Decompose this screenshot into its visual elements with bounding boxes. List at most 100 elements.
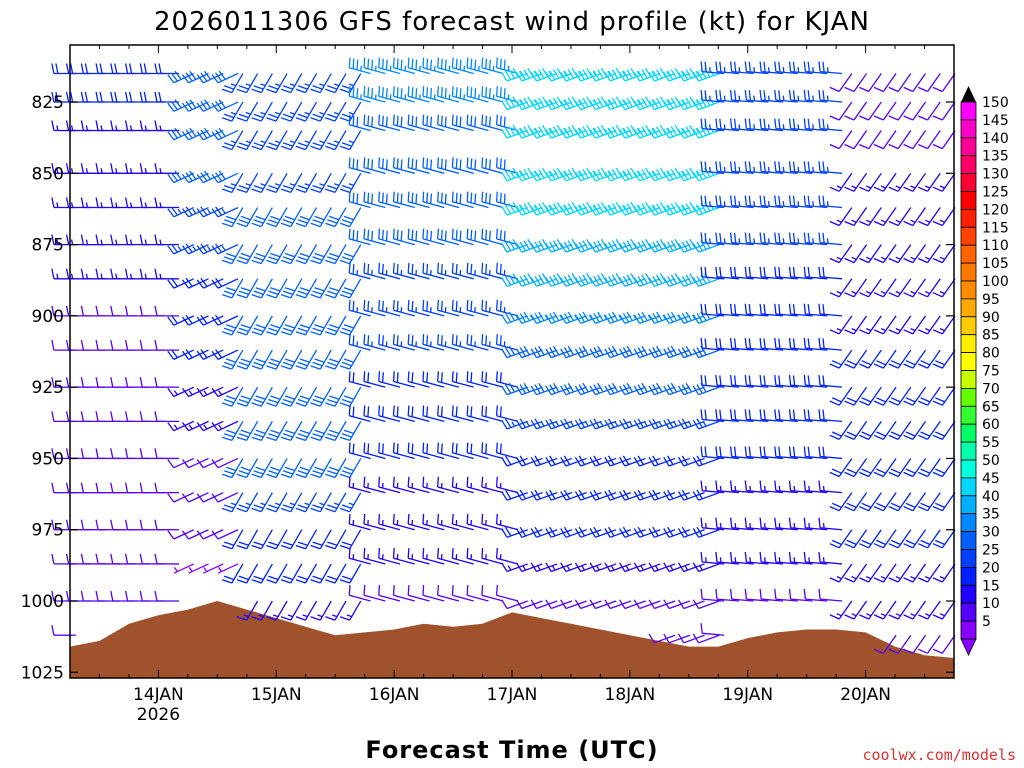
wind-barb [515,382,543,396]
wind-barb [124,377,150,388]
wind-barb [560,67,587,82]
wind-barb [154,91,180,103]
wind-barb [589,96,617,111]
wind-barb [677,418,705,430]
wind-barb [363,57,386,75]
wind-barb [715,303,739,317]
wind-barb [392,86,415,103]
wind-barb [481,228,504,246]
wind-barb [859,244,882,264]
wind-barb [451,513,474,531]
wind-barb [715,266,739,280]
wind-barb [280,207,303,228]
wind-barb [574,526,602,538]
wind-barb [495,585,519,602]
wind-barb [803,446,828,460]
wind-barb [729,480,754,494]
wind-barb [325,101,347,122]
wind-barb [515,489,543,501]
wind-barb [700,161,725,174]
wind-barb [124,590,150,602]
wind-barb [604,345,632,359]
wind-barb [437,371,460,388]
wind-barb [348,405,371,423]
wind-barb [167,457,195,469]
wind-barb [604,599,632,610]
wind-barb [859,563,882,583]
wind-barb [545,489,573,501]
wind-barb [744,89,769,103]
wind-barb [422,157,445,174]
wind-barb [280,349,303,370]
wind-barb [744,517,769,531]
wind-barb [729,303,754,317]
wind-barb [633,311,661,325]
wind-barb [295,563,318,584]
wind-barb [325,172,347,194]
wind-barb [589,238,617,253]
wind-barb [211,492,239,503]
colorbar-label: 75 [982,364,1000,380]
wind-barb [619,167,646,182]
wind-barb [803,118,828,132]
wind-barb [466,548,489,565]
x-tick-label: 15JAN [251,685,302,705]
wind-barb [589,167,617,182]
wind-barb [859,349,882,369]
wind-barb [729,409,754,423]
wind-barb [619,562,646,573]
wind-barb [437,585,460,602]
wind-barb [700,303,725,317]
wind-barb [110,377,135,388]
wind-barb [560,273,587,287]
wind-barb [844,101,868,121]
wind-barb [604,96,632,111]
wind-barb [280,130,303,151]
colorbar-swatch [960,208,977,228]
wind-barb [451,157,474,174]
y-tick-label: 1025 [21,663,64,683]
wind-barb [295,349,318,370]
wind-barb [325,600,347,621]
wind-barb [818,480,843,494]
wind-barb [251,244,273,265]
wind-barb [633,599,661,610]
wind-barb [221,172,244,194]
wind-barb [348,86,371,103]
wind-barb [788,118,813,132]
wind-barb [604,489,632,501]
wind-barb [466,334,489,351]
wind-barb [530,599,558,610]
wind-barb [663,311,691,325]
wind-barb [280,563,303,584]
wind-barb [744,337,769,351]
wind-barb [619,345,646,359]
wind-barb [530,124,558,139]
wind-barb [310,244,332,265]
colorbar-label: 120 [982,202,1009,218]
wind-barb [545,124,573,139]
wind-barb [280,101,303,122]
wind-barb [729,232,754,246]
wind-barb [310,600,332,621]
wind-barb [774,409,798,423]
wind-barb [589,201,617,216]
wind-barb [80,553,106,565]
wind-barb [422,262,445,280]
wind-barb [574,599,602,610]
wind-barb [574,67,602,82]
y-tick-label: 875 [32,236,64,256]
wind-barb [236,101,259,122]
wind-barb [236,73,259,94]
wind-barb [888,492,912,512]
wind-barb [211,127,239,141]
wind-barb [560,455,587,467]
wind-barb [495,442,519,460]
wind-barb [339,130,362,151]
wind-barb [196,277,224,289]
wind-barb [348,299,371,317]
wind-barb [700,409,725,423]
wind-barb [888,458,912,478]
wind-barb [80,305,106,317]
wind-barb [251,101,273,122]
